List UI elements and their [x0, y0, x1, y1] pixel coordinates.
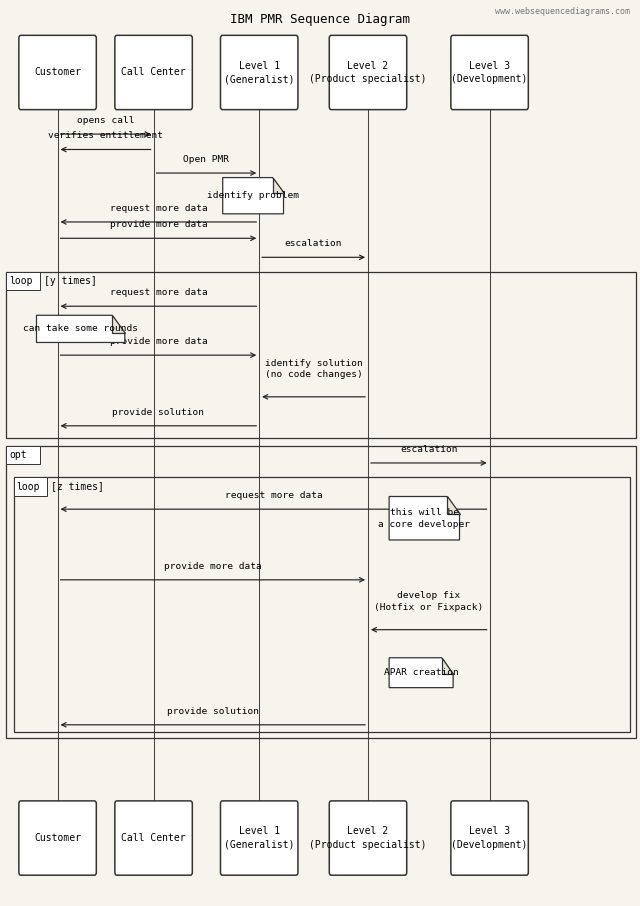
Polygon shape [223, 178, 284, 214]
Text: Level 1
(Generalist): Level 1 (Generalist) [224, 61, 294, 84]
Text: loop: loop [17, 481, 40, 492]
Text: [y times]: [y times] [44, 275, 97, 286]
Text: Level 2
(Product specialist): Level 2 (Product specialist) [309, 61, 427, 84]
Text: opt: opt [9, 449, 27, 460]
Bar [6, 446, 40, 464]
Bar [6, 272, 40, 290]
Text: Customer: Customer [34, 833, 81, 843]
Text: Open PMR: Open PMR [184, 155, 229, 164]
FancyBboxPatch shape [451, 801, 529, 875]
Text: Customer: Customer [34, 67, 81, 78]
Polygon shape [273, 178, 284, 193]
Bar [14, 477, 47, 496]
Text: Level 2
(Product specialist): Level 2 (Product specialist) [309, 826, 427, 850]
Text: provide more data: provide more data [109, 220, 207, 229]
Text: identify problem: identify problem [207, 191, 299, 200]
FancyBboxPatch shape [220, 35, 298, 110]
Text: loop: loop [9, 275, 33, 286]
FancyBboxPatch shape [19, 35, 96, 110]
Text: request more data: request more data [109, 288, 207, 297]
Text: provide more data: provide more data [164, 562, 262, 571]
FancyBboxPatch shape [220, 801, 298, 875]
Text: Level 3
(Development): Level 3 (Development) [451, 826, 528, 850]
Bar [6, 272, 636, 438]
Text: escalation: escalation [400, 445, 458, 454]
Text: this will be
a core developer: this will be a core developer [378, 508, 470, 528]
Text: opens call: opens call [77, 116, 134, 125]
Text: Call Center: Call Center [122, 833, 186, 843]
Text: verifies entitlement: verifies entitlement [48, 131, 163, 140]
FancyBboxPatch shape [329, 801, 407, 875]
FancyBboxPatch shape [451, 35, 529, 110]
FancyBboxPatch shape [329, 35, 407, 110]
Polygon shape [389, 658, 453, 688]
Text: escalation: escalation [285, 239, 342, 248]
Polygon shape [389, 496, 460, 540]
Text: identify solution
(no code changes): identify solution (no code changes) [265, 359, 362, 379]
Bar [6, 446, 636, 738]
Text: www.websequencediagrams.com: www.websequencediagrams.com [495, 7, 630, 16]
Text: IBM PMR Sequence Diagram: IBM PMR Sequence Diagram [230, 14, 410, 26]
Text: Level 1
(Generalist): Level 1 (Generalist) [224, 826, 294, 850]
Bar [14, 477, 630, 732]
Text: Call Center: Call Center [122, 67, 186, 78]
Text: request more data: request more data [225, 491, 323, 500]
Polygon shape [36, 315, 125, 342]
Polygon shape [112, 315, 125, 333]
Polygon shape [447, 496, 460, 515]
Text: provide solution: provide solution [113, 408, 204, 417]
Text: provide solution: provide solution [167, 707, 259, 716]
Text: develop fix
(Hotfix or Fixpack): develop fix (Hotfix or Fixpack) [374, 592, 483, 612]
FancyBboxPatch shape [115, 35, 192, 110]
Text: [z times]: [z times] [51, 481, 104, 492]
Text: can take some rounds: can take some rounds [23, 324, 138, 333]
Polygon shape [442, 658, 453, 674]
FancyBboxPatch shape [19, 801, 96, 875]
Text: APAR creation: APAR creation [384, 669, 458, 677]
Text: request more data: request more data [109, 204, 207, 213]
Text: Level 3
(Development): Level 3 (Development) [451, 61, 528, 84]
FancyBboxPatch shape [115, 801, 192, 875]
Text: provide more data: provide more data [109, 337, 207, 346]
